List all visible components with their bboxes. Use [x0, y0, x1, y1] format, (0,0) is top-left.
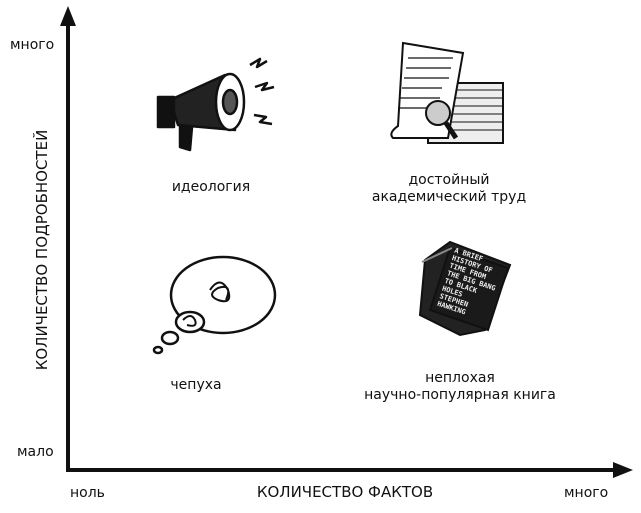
y-axis-label: КОЛИЧЕСТВО ПОДРОБНОСТЕЙ — [33, 129, 51, 371]
x-axis-label: КОЛИЧЕСТВО ФАКТОВ — [256, 483, 434, 501]
x-low-label: ноль — [70, 485, 105, 501]
x-axis-arrow — [613, 462, 633, 478]
y-axis-arrow — [60, 6, 76, 26]
x-high-label: много — [564, 485, 609, 501]
label-popular-book-2: научно-популярная книга — [364, 387, 556, 403]
megaphone-icon — [156, 57, 275, 152]
label-ideology: идеология — [171, 179, 251, 195]
book-icon — [418, 240, 512, 337]
label-academic-2: академический труд — [371, 189, 527, 205]
y-high-label: много — [10, 37, 55, 53]
label-academic-1: достойный — [408, 172, 490, 188]
thought-bubble-scribble-icon — [152, 255, 277, 355]
document-stack-magnifier-icon — [390, 41, 504, 144]
y-low-label: мало — [17, 444, 54, 460]
label-nonsense: чепуха — [170, 377, 222, 393]
label-popular-book-1: неплохая — [425, 370, 495, 386]
